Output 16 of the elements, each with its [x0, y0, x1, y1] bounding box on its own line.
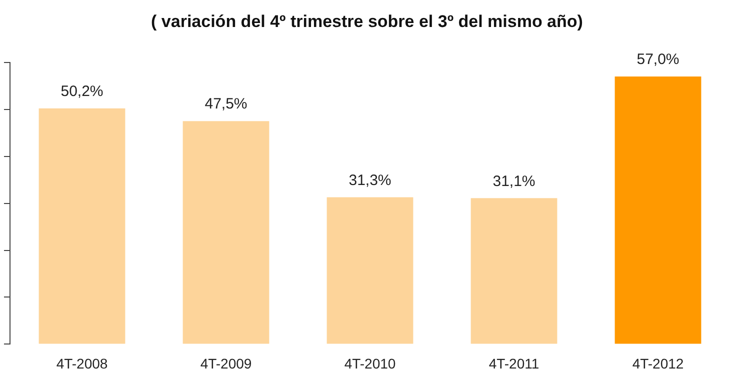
x-tick-label: 4T-2012	[632, 355, 684, 372]
bar	[326, 197, 414, 344]
chart-title: ( variación del 4º trimestre sobre el 3º del mismo año)	[151, 12, 583, 31]
data-label: 31,3%	[348, 172, 392, 189]
x-tick-label: 4T-2009	[200, 355, 252, 372]
x-tick-label: 4T-2010	[344, 355, 396, 372]
x-tick-label: 4T-2008	[56, 355, 108, 372]
bar	[182, 121, 270, 344]
data-label: 47,5%	[204, 96, 248, 113]
x-tick-label: 4T-2011	[488, 355, 540, 372]
bar	[470, 198, 558, 344]
data-label: 31,1%	[492, 172, 536, 190]
bar	[38, 108, 126, 344]
data-label: 57,0%	[636, 51, 680, 68]
bar	[614, 76, 702, 344]
data-label: 50,2%	[60, 83, 104, 100]
